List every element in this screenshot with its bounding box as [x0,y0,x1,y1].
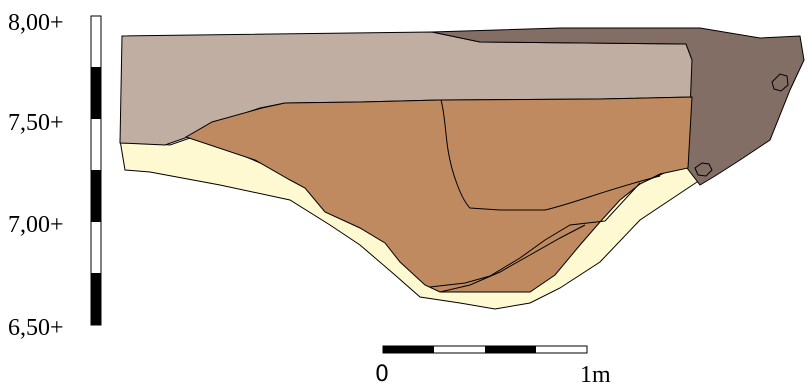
inner-contour-right [440,99,661,211]
horizontal-scale-bar [382,345,588,354]
scale-segment [383,346,434,353]
elevation-label-700: 7,00+ [8,212,64,238]
stone-lower [694,162,713,177]
dark-layer [431,27,805,186]
inner-contour-lower [439,224,586,293]
elevation-label-800: 8,00+ [8,10,64,36]
inner-contour-bottom [429,182,641,288]
elevation-label-750: 7,50+ [8,110,64,136]
scale-segment [91,170,101,222]
scale-segment [91,67,101,119]
scale-end-label: 1m [580,362,611,385]
scale-segment [91,273,101,325]
scale-start-label: 0 [375,362,389,385]
elevation-label-650: 6,50+ [8,315,64,341]
vertical-scale-bar [90,15,102,326]
main-fill-layer [184,96,693,293]
scale-segment [485,346,536,353]
stone-upper [771,73,789,92]
